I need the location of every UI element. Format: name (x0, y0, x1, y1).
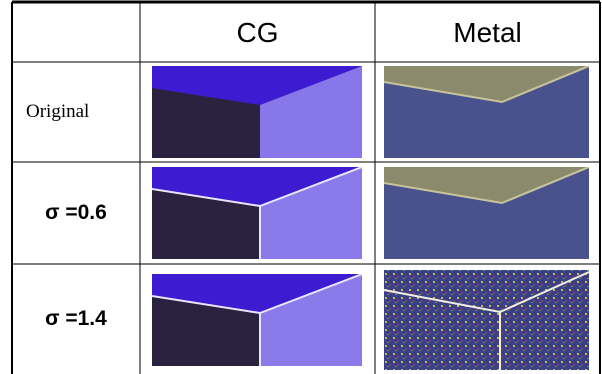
metal-image (384, 167, 589, 259)
cg-image (152, 66, 362, 158)
row-header: Original (26, 101, 90, 122)
column-header: CG (236, 17, 279, 48)
row-header: σ =0.6 (45, 201, 107, 224)
row-header: σ =1.4 (45, 307, 107, 330)
cg-image (152, 167, 362, 259)
metal-image (384, 66, 589, 158)
column-header: Metal (453, 17, 522, 48)
metal-image (383, 270, 590, 370)
cg-image (152, 272, 362, 368)
